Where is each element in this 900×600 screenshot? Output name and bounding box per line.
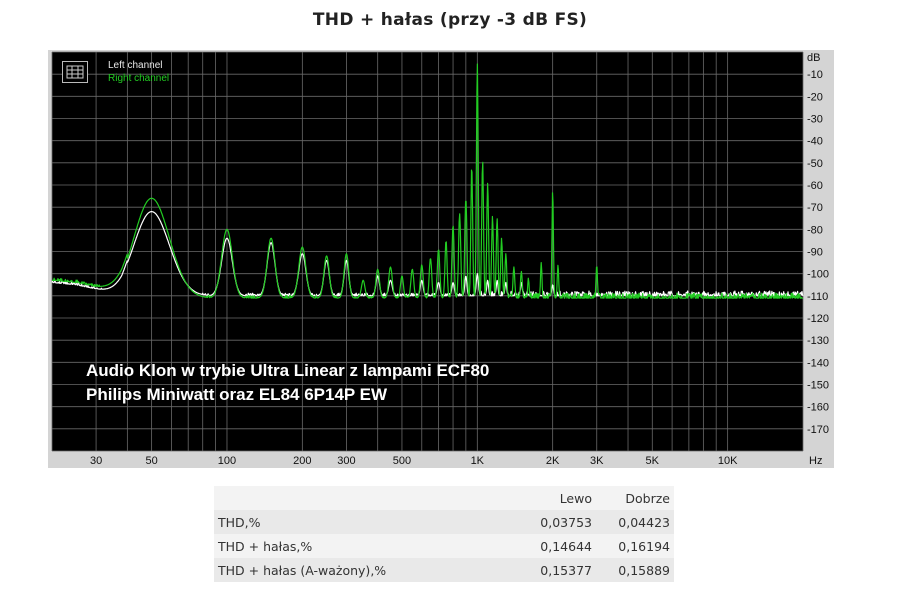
row-right-value: 0,04423	[618, 514, 670, 530]
row-right-value: 0,15889	[618, 562, 670, 578]
y-tick-label: -70	[807, 202, 823, 214]
row-label: THD + hałas (A-ważony),%	[218, 562, 387, 578]
legend-icon[interactable]	[62, 61, 88, 83]
table-row: THD,% 0,03753 0,04423	[214, 510, 674, 534]
y-tick-label: -50	[807, 158, 823, 170]
row-label: THD,%	[218, 514, 261, 530]
x-tick-label: 500	[393, 455, 411, 467]
y-tick-label: -100	[807, 269, 829, 281]
legend-right-channel: Right channel	[108, 73, 170, 84]
x-tick-label: 1K	[471, 455, 485, 467]
results-header-right: Dobrze	[625, 490, 670, 506]
y-tick-label: -130	[807, 335, 829, 347]
y-tick-label: -150	[807, 380, 829, 392]
y-tick-label: -90	[807, 247, 823, 259]
x-tick-label: 3K	[590, 455, 604, 467]
x-tick-label: 5K	[646, 455, 660, 467]
series-line-right-channel	[51, 63, 804, 299]
row-left-value: 0,03753	[540, 514, 592, 530]
y-tick-label: -160	[807, 402, 829, 414]
x-tick-label: 2K	[546, 455, 560, 467]
y-tick-label: -20	[807, 91, 823, 103]
y-tick-label: -80	[807, 224, 823, 236]
y-tick-label: -170	[807, 424, 829, 436]
results-table: Lewo Dobrze THD,% 0,03753 0,04423 THD + …	[214, 486, 674, 582]
y-tick-label: -140	[807, 357, 829, 369]
y-tick-label: -110	[807, 291, 828, 303]
row-label: THD + hałas,%	[218, 538, 313, 554]
y-tick-label: -40	[807, 136, 823, 148]
table-row: THD + hałas,% 0,14644 0,16194	[214, 534, 674, 558]
x-tick-label: 100	[218, 455, 236, 467]
y-tick-label: -60	[807, 180, 823, 192]
x-tick-label: 50	[145, 455, 157, 467]
x-tick-label: 200	[293, 455, 311, 467]
results-header-row: Lewo Dobrze	[214, 486, 674, 510]
x-unit-label: Hz	[809, 455, 822, 467]
y-unit-label: dB	[807, 52, 820, 64]
legend-left-channel: Left channel	[108, 60, 163, 71]
table-row: THD + hałas (A-ważony),% 0,15377 0,15889	[214, 558, 674, 582]
y-tick-label: -120	[807, 313, 829, 325]
chart-annotation-line: Philips Miniwatt oraz EL84 6P14P EW	[86, 385, 388, 404]
y-tick-label: -30	[807, 114, 823, 126]
grid-icon	[66, 65, 84, 79]
y-tick-label: -10	[807, 69, 823, 81]
row-left-value: 0,14644	[540, 538, 592, 554]
x-tick-label: 10K	[718, 455, 738, 467]
chart-annotation-line: Audio Klon w trybie Ultra Linear z lampa…	[86, 361, 489, 380]
results-header-left: Lewo	[559, 490, 592, 506]
row-right-value: 0,16194	[618, 538, 670, 554]
row-left-value: 0,15377	[540, 562, 592, 578]
chart-title: THD + hałas (przy -3 dB FS)	[312, 10, 588, 30]
x-tick-label: 30	[90, 455, 102, 467]
x-tick-label: 300	[337, 455, 355, 467]
